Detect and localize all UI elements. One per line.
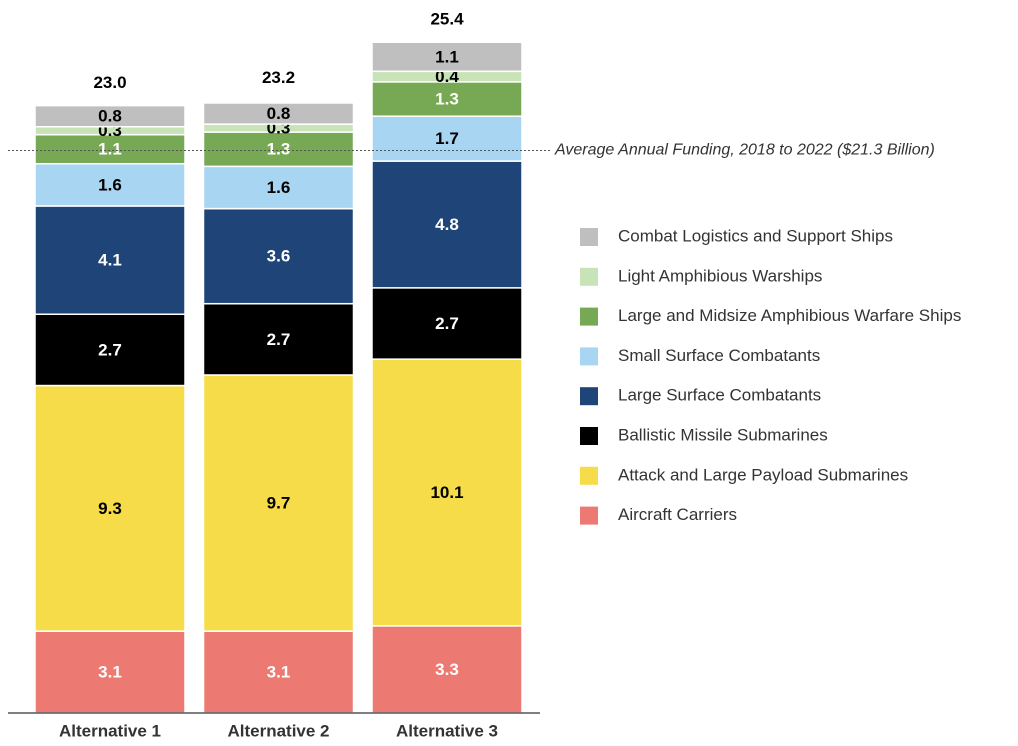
data-label: 3.6 — [267, 247, 291, 266]
data-label: 4.8 — [435, 215, 459, 234]
bar-segment — [371, 41, 523, 73]
legend-label: Light Amphibious Warships — [618, 266, 822, 285]
bar-segment — [202, 374, 355, 632]
legend-label: Combat Logistics and Support Ships — [618, 226, 893, 245]
legend-label: Small Surface Combatants — [618, 346, 820, 365]
bar-segment — [371, 358, 523, 627]
data-label: 3.1 — [98, 663, 122, 682]
bar-segment — [371, 115, 523, 162]
bar-segment — [34, 162, 186, 207]
data-label: 0.8 — [98, 107, 122, 126]
legend-swatch — [580, 228, 598, 246]
legend-swatch — [580, 387, 598, 406]
legend-label: Aircraft Carriers — [618, 505, 737, 524]
bar-segment — [34, 205, 186, 315]
legend-swatch — [580, 466, 598, 485]
legend-swatch — [580, 307, 598, 326]
bar-segment — [202, 102, 355, 125]
data-label: 3.3 — [435, 660, 459, 679]
bar-segment — [202, 131, 355, 168]
bar-segment — [371, 81, 523, 117]
data-label: 0.8 — [267, 104, 291, 123]
bar-segment — [371, 625, 523, 714]
x-tick-label: Alternative 1 — [59, 721, 161, 740]
legend-label: Large and Midsize Amphibious Warfare Shi… — [618, 306, 961, 325]
data-label: 1.1 — [98, 140, 122, 159]
bar-segment — [34, 384, 186, 632]
reference-label: Average Annual Funding, 2018 to 2022 ($2… — [554, 142, 935, 159]
data-label: 1.6 — [98, 175, 122, 194]
data-label: 9.3 — [98, 499, 122, 518]
legend-swatch — [580, 506, 598, 525]
data-label: 2.7 — [98, 340, 122, 359]
x-tick-label: Alternative 2 — [227, 721, 329, 740]
data-label: 1.6 — [267, 178, 291, 197]
data-label: 9.7 — [267, 494, 291, 513]
legend-label: Attack and Large Payload Submarines — [618, 465, 908, 484]
data-label: 3.1 — [267, 663, 291, 682]
bar-segment — [202, 165, 355, 210]
bar-segment — [34, 630, 186, 714]
data-label: 1.1 — [435, 47, 459, 66]
total-label: 23.2 — [262, 68, 295, 87]
legend-label: Large Surface Combatants — [618, 386, 821, 405]
legend-swatch — [580, 267, 598, 286]
bar-segment — [202, 207, 355, 305]
total-label: 25.4 — [430, 10, 464, 29]
data-label: 1.7 — [435, 129, 459, 148]
bar-segment — [371, 160, 523, 289]
data-label: 4.1 — [98, 251, 122, 270]
data-label: 10.1 — [430, 483, 463, 502]
bar-segment — [371, 287, 523, 360]
legend-label: Ballistic Missile Submarines — [618, 425, 828, 444]
data-label: 2.7 — [267, 330, 291, 349]
legend-swatch — [580, 347, 598, 366]
bar-segment — [34, 104, 186, 128]
legend-swatch — [580, 427, 598, 445]
bar-segment — [34, 133, 186, 165]
x-tick-label: Alternative 3 — [396, 721, 498, 740]
data-label: 2.7 — [435, 314, 459, 333]
data-label: 1.3 — [267, 140, 291, 159]
data-label: 1.3 — [435, 90, 459, 109]
total-label: 23.0 — [93, 73, 126, 92]
